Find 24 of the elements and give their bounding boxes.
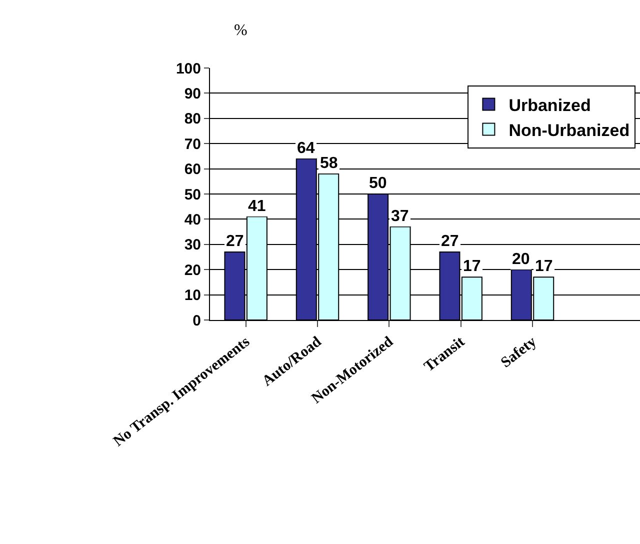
y-tick-label: 20 bbox=[184, 262, 201, 279]
data-label: 58 bbox=[320, 155, 338, 172]
data-label: 17 bbox=[463, 258, 481, 275]
data-label: 64 bbox=[297, 140, 315, 157]
data-label: 41 bbox=[248, 198, 266, 215]
y-tick-label: 90 bbox=[184, 85, 201, 102]
y-tick-label: 80 bbox=[184, 110, 201, 128]
y-tick-label: 40 bbox=[184, 211, 201, 228]
y-tick-label: 50 bbox=[184, 186, 201, 204]
y-tick-label: 30 bbox=[184, 236, 201, 254]
data-label: 27 bbox=[226, 233, 244, 250]
data-label: 37 bbox=[391, 208, 409, 225]
y-tick-label: 0 bbox=[192, 312, 201, 330]
y-tick-label: 70 bbox=[184, 136, 201, 153]
y-tick-label: 100 bbox=[176, 60, 201, 78]
legend-label: Non-Urbanized bbox=[508, 120, 630, 140]
y-tick-label: 60 bbox=[184, 161, 201, 178]
legend-label: Urbanized bbox=[508, 96, 591, 115]
data-label: 17 bbox=[535, 258, 553, 275]
data-label: 20 bbox=[512, 251, 530, 268]
y-axis-title: % bbox=[234, 22, 248, 39]
y-tick-label: 10 bbox=[184, 287, 201, 304]
data-label: 27 bbox=[441, 233, 459, 250]
data-label: 50 bbox=[369, 175, 387, 192]
